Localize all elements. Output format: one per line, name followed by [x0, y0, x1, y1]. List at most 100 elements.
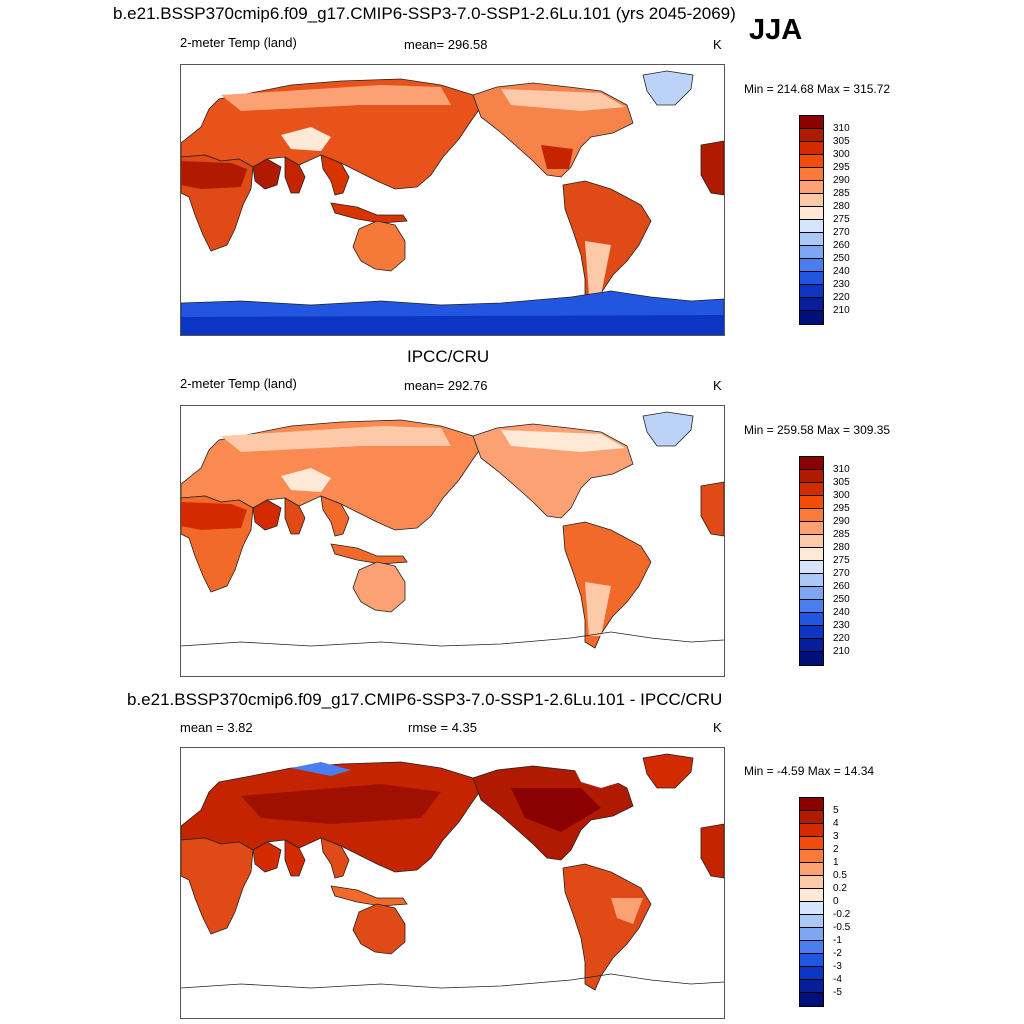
- panel3-colorbar-swatch: [800, 993, 823, 1006]
- panel2-colorbar-swatch: [800, 470, 823, 483]
- panel3-colorbar-swatch: [800, 980, 823, 993]
- panel1-mean: mean= 296.58: [404, 37, 488, 52]
- panel1-colorbar-tick-label: 240: [833, 266, 850, 277]
- panel2-colorbar-swatch: [800, 483, 823, 496]
- panel3-colorbar-tick-label: 0: [833, 896, 839, 907]
- panel2-colorbar-tick-label: 290: [833, 516, 850, 527]
- panel2-colorbar-swatch: [800, 522, 823, 535]
- panel1-colorbar-tick-label: 310: [833, 123, 850, 134]
- panel2-colorbar-swatch: [800, 626, 823, 639]
- panel3-colorbar-tick-label: -3: [833, 961, 842, 972]
- panel3-colorbar-swatch: [800, 941, 823, 954]
- panel1-colorbar-tick-label: 285: [833, 188, 850, 199]
- panel3-colorbar-tick-label: -2: [833, 948, 842, 959]
- panel3-minmax: Min = -4.59 Max = 14.34: [744, 764, 875, 778]
- panel2-colorbar-tick-label: 210: [833, 646, 850, 657]
- panel3-colorbar-tick-label: 3: [833, 831, 839, 842]
- panel3-colorbar-tick-label: -4: [833, 974, 842, 985]
- panel1-colorbar-swatch: [800, 259, 823, 272]
- panel3-colorbar-swatch: [800, 824, 823, 837]
- panel1-colorbar-tick-label: 210: [833, 305, 850, 316]
- panel1-colorbar-tick-label: 280: [833, 201, 850, 212]
- panel2-colorbar-tick-label: 305: [833, 477, 850, 488]
- panel2-colorbar-tick-label: 250: [833, 594, 850, 605]
- panel1-colorbar-tick-label: 290: [833, 175, 850, 186]
- panel3-colorbar-swatch: [800, 967, 823, 980]
- panel2-colorbar-tick-label: 230: [833, 620, 850, 631]
- panel3-colorbar-swatch: [800, 798, 823, 811]
- panel3-colorbar-tick-label: -1: [833, 935, 842, 946]
- panel2-colorbar-swatch: [800, 535, 823, 548]
- panel2-colorbar-tick-label: 275: [833, 555, 850, 566]
- panel1-colorbar-swatch: [800, 220, 823, 233]
- panel3-map: [180, 747, 725, 1019]
- panel2-colorbar-tick-label: 220: [833, 633, 850, 644]
- panel1-colorbar-tick-label: 270: [833, 227, 850, 238]
- panel2-colorbar-tick-label: 300: [833, 490, 850, 501]
- panel3-unit: K: [713, 720, 722, 735]
- panel2-colorbar-tick-label: 240: [833, 607, 850, 618]
- panel2-colorbar-swatch: [800, 509, 823, 522]
- panel3-rmse: rmse = 4.35: [408, 720, 478, 735]
- panel1-colorbar-swatch: [800, 155, 823, 168]
- panel1-unit: K: [713, 37, 722, 52]
- panel2-map: [180, 405, 725, 677]
- panel1-colorbar-swatch: [800, 233, 823, 246]
- panel1-minmax: Min = 214.68 Max = 315.72: [744, 82, 891, 96]
- panel2-colorbar-tick-label: 295: [833, 503, 850, 514]
- panel3-colorbar-swatch: [800, 876, 823, 889]
- panel2-colorbar: [799, 456, 824, 666]
- panel1-colorbar-tick-label: 260: [833, 240, 850, 251]
- panel2-colorbar-tick-label: 285: [833, 529, 850, 540]
- panel1-colorbar-tick-label: 220: [833, 292, 850, 303]
- panel1-colorbar-swatch: [800, 116, 823, 129]
- panel1-colorbar-swatch: [800, 207, 823, 220]
- panel1-colorbar-swatch: [800, 311, 823, 324]
- panel3-colorbar-swatch: [800, 915, 823, 928]
- panel1-colorbar-swatch: [800, 285, 823, 298]
- panel1-colorbar-tick-label: 230: [833, 279, 850, 290]
- panel2-variable-label: 2-meter Temp (land): [180, 376, 297, 391]
- panel3-colorbar-tick-label: 0.5: [833, 870, 847, 881]
- panel1-colorbar-tick-label: 300: [833, 149, 850, 160]
- panel3-colorbar-tick-label: 1: [833, 857, 839, 868]
- panel1-colorbar-swatch: [800, 194, 823, 207]
- panel3-title: b.e21.BSSP370cmip6.f09_g17.CMIP6-SSP3-7.…: [127, 690, 723, 709]
- panel3-colorbar-swatch: [800, 811, 823, 824]
- season-label: JJA: [749, 14, 803, 46]
- panel2-colorbar-swatch: [800, 587, 823, 600]
- panel3-colorbar-swatch: [800, 928, 823, 941]
- panel2-colorbar-swatch: [800, 574, 823, 587]
- panel3-colorbar-tick-label: -5: [833, 987, 842, 998]
- panel2-unit: K: [713, 378, 722, 393]
- panel1-colorbar-tick-label: 305: [833, 136, 850, 147]
- panel3-colorbar-tick-label: 2: [833, 844, 839, 855]
- panel2-mean: mean= 292.76: [404, 378, 488, 393]
- panel2-colorbar-swatch: [800, 600, 823, 613]
- panel2-title: IPCC/CRU: [407, 347, 490, 366]
- panel1-colorbar-swatch: [800, 168, 823, 181]
- panel1-colorbar-tick-label: 275: [833, 214, 850, 225]
- panel2-colorbar-swatch: [800, 548, 823, 561]
- panel1-colorbar-swatch: [800, 181, 823, 194]
- panel1-colorbar-swatch: [800, 272, 823, 285]
- panel3-colorbar-tick-label: -0.2: [833, 909, 851, 920]
- panel3-colorbar: [799, 797, 824, 1007]
- panel1-colorbar-tick-label: 250: [833, 253, 850, 264]
- panel1-colorbar-swatch: [800, 298, 823, 311]
- panel1-colorbar-swatch: [800, 129, 823, 142]
- panel1-colorbar: [799, 115, 824, 325]
- panel1-title: b.e21.BSSP370cmip6.f09_g17.CMIP6-SSP3-7.…: [113, 4, 736, 23]
- panel3-colorbar-swatch: [800, 863, 823, 876]
- panel2-colorbar-swatch: [800, 639, 823, 652]
- panel3-colorbar-tick-label: -0.5: [833, 922, 851, 933]
- panel3-colorbar-tick-label: 4: [833, 818, 839, 829]
- panel2-colorbar-swatch: [800, 652, 823, 665]
- panel1-colorbar-swatch: [800, 142, 823, 155]
- panel2-minmax: Min = 259.58 Max = 309.35: [744, 423, 891, 437]
- panel3-colorbar-tick-label: 5: [833, 805, 839, 816]
- panel2-colorbar-tick-label: 270: [833, 568, 850, 579]
- panel3-colorbar-tick-label: 0.2: [833, 883, 847, 894]
- panel3-colorbar-swatch: [800, 850, 823, 863]
- panel3-mean: mean = 3.82: [180, 720, 253, 735]
